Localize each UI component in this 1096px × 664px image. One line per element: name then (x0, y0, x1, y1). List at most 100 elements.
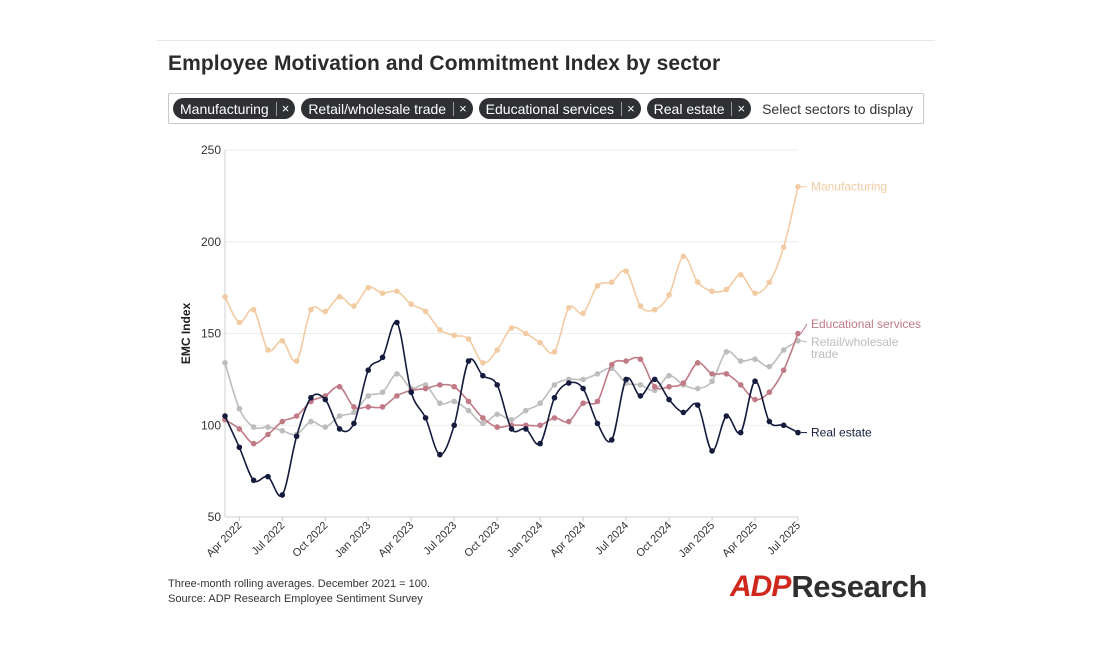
data-point-educational-services (480, 415, 486, 421)
data-point-real-estate (365, 367, 372, 374)
data-point-real-estate (437, 451, 443, 458)
data-point-educational-services (651, 383, 658, 390)
data-point-real-estate (537, 440, 543, 447)
data-point-real-estate (236, 444, 243, 451)
footnote: Three-month rolling averages. December 2… (168, 577, 430, 607)
footnote-method: Three-month rolling averages. December 2… (168, 578, 431, 590)
data-point-manufacturing (523, 330, 529, 337)
chip-real-estate: Real estate × (646, 98, 752, 119)
data-point-manufacturing (508, 325, 515, 331)
data-point-retail-wholesale-trade (594, 371, 601, 377)
chip-label: Educational services (485, 100, 615, 117)
x-tick-label: Jan 2024 (505, 520, 545, 560)
data-point-real-estate (651, 376, 658, 383)
data-point-real-estate (250, 477, 257, 484)
series-end-label-educational-services: Educational services (811, 317, 921, 331)
data-point-manufacturing (422, 308, 429, 315)
data-point-retail-wholesale-trade (723, 349, 730, 355)
data-point-retail-wholesale-trade (265, 424, 271, 430)
data-point-educational-services (365, 404, 372, 410)
data-point-educational-services (437, 382, 443, 388)
logo-research: Research (791, 569, 927, 604)
remove-retail-icon[interactable]: × (459, 101, 467, 116)
data-point-manufacturing (236, 319, 243, 326)
adp-research-logo: ADP Research (730, 571, 927, 602)
data-point-real-estate (508, 426, 515, 432)
data-point-educational-services (250, 440, 257, 447)
data-point-retail-wholesale-trade (394, 371, 400, 377)
data-point-educational-services (608, 361, 615, 368)
x-tick-label: Jul 2022 (250, 520, 288, 558)
data-point-educational-services (795, 330, 801, 337)
data-point-educational-services (451, 383, 458, 390)
data-point-retail-wholesale-trade (379, 389, 386, 396)
data-point-retail-wholesale-trade (709, 378, 715, 385)
data-point-real-estate (594, 420, 601, 427)
data-point-real-estate (279, 492, 286, 498)
data-point-retail-wholesale-trade (365, 393, 372, 399)
label-leader-educational-services (800, 323, 808, 334)
data-point-manufacturing (379, 290, 386, 296)
data-point-real-estate (308, 394, 314, 401)
data-point-manufacturing (766, 279, 773, 285)
data-point-manufacturing (680, 253, 687, 260)
data-point-real-estate (608, 437, 615, 443)
x-tick-label: Oct 2022 (290, 520, 330, 560)
data-point-real-estate (494, 382, 500, 388)
sector-selector[interactable]: Manufacturing × Retail/wholesale trade ×… (168, 93, 924, 124)
data-point-real-estate (422, 415, 429, 421)
data-point-educational-services (279, 418, 286, 425)
data-point-retail-wholesale-trade (451, 398, 458, 405)
data-point-real-estate (222, 413, 228, 419)
data-point-real-estate (265, 473, 271, 480)
series-end-label-retail-wholesale-trade: Retail/wholesale (811, 335, 899, 349)
remove-real-estate-icon[interactable]: × (737, 101, 746, 116)
selector-placeholder[interactable]: Select sectors to display (762, 100, 914, 117)
data-point-manufacturing (494, 347, 500, 353)
series-end-label-retail-wholesale-trade: trade (811, 347, 839, 361)
data-point-real-estate (795, 429, 801, 436)
data-point-educational-services (580, 400, 586, 407)
remove-educational-icon[interactable]: × (627, 101, 635, 116)
footnote-source: Source: ADP Research Employee Sentiment … (168, 593, 423, 605)
data-point-real-estate (752, 378, 758, 385)
data-point-real-estate (523, 426, 529, 432)
data-point-educational-services (680, 380, 687, 386)
data-point-educational-services (551, 415, 558, 421)
data-point-retail-wholesale-trade (551, 382, 558, 388)
x-tick-label: Jan 2025 (677, 520, 717, 560)
data-point-real-estate (551, 394, 558, 401)
data-point-real-estate (780, 422, 787, 429)
data-point-retail-wholesale-trade (250, 424, 257, 430)
chip-label: Real estate (653, 100, 725, 117)
chip-divider (731, 101, 733, 116)
data-point-manufacturing (437, 327, 443, 333)
data-point-retail-wholesale-trade (279, 427, 286, 434)
data-point-educational-services (336, 383, 343, 390)
chip-divider (621, 101, 623, 116)
data-point-retail-wholesale-trade (222, 360, 228, 366)
data-point-educational-services (236, 426, 243, 432)
series-end-label-manufacturing: Manufacturing (811, 180, 887, 194)
data-point-real-estate (766, 418, 773, 425)
data-point-manufacturing (795, 183, 801, 190)
top-divider (157, 40, 935, 41)
data-point-educational-services (537, 422, 543, 429)
data-point-real-estate (480, 372, 486, 379)
data-point-educational-services (379, 404, 386, 410)
data-point-real-estate (351, 420, 357, 427)
remove-manufacturing-icon[interactable]: × (281, 101, 290, 116)
data-point-real-estate (723, 413, 730, 419)
y-tick-label: 100 (201, 418, 221, 432)
data-point-real-estate (737, 429, 744, 436)
data-point-real-estate (394, 319, 400, 326)
data-point-retail-wholesale-trade (737, 358, 744, 364)
data-point-retail-wholesale-trade (480, 420, 486, 427)
data-point-retail-wholesale-trade (637, 382, 644, 388)
data-point-retail-wholesale-trade (666, 372, 672, 379)
data-point-retail-wholesale-trade (580, 376, 586, 383)
data-point-real-estate (680, 409, 687, 416)
data-point-manufacturing (623, 268, 629, 274)
data-point-manufacturing (480, 360, 486, 366)
data-point-retail-wholesale-trade (694, 385, 701, 392)
